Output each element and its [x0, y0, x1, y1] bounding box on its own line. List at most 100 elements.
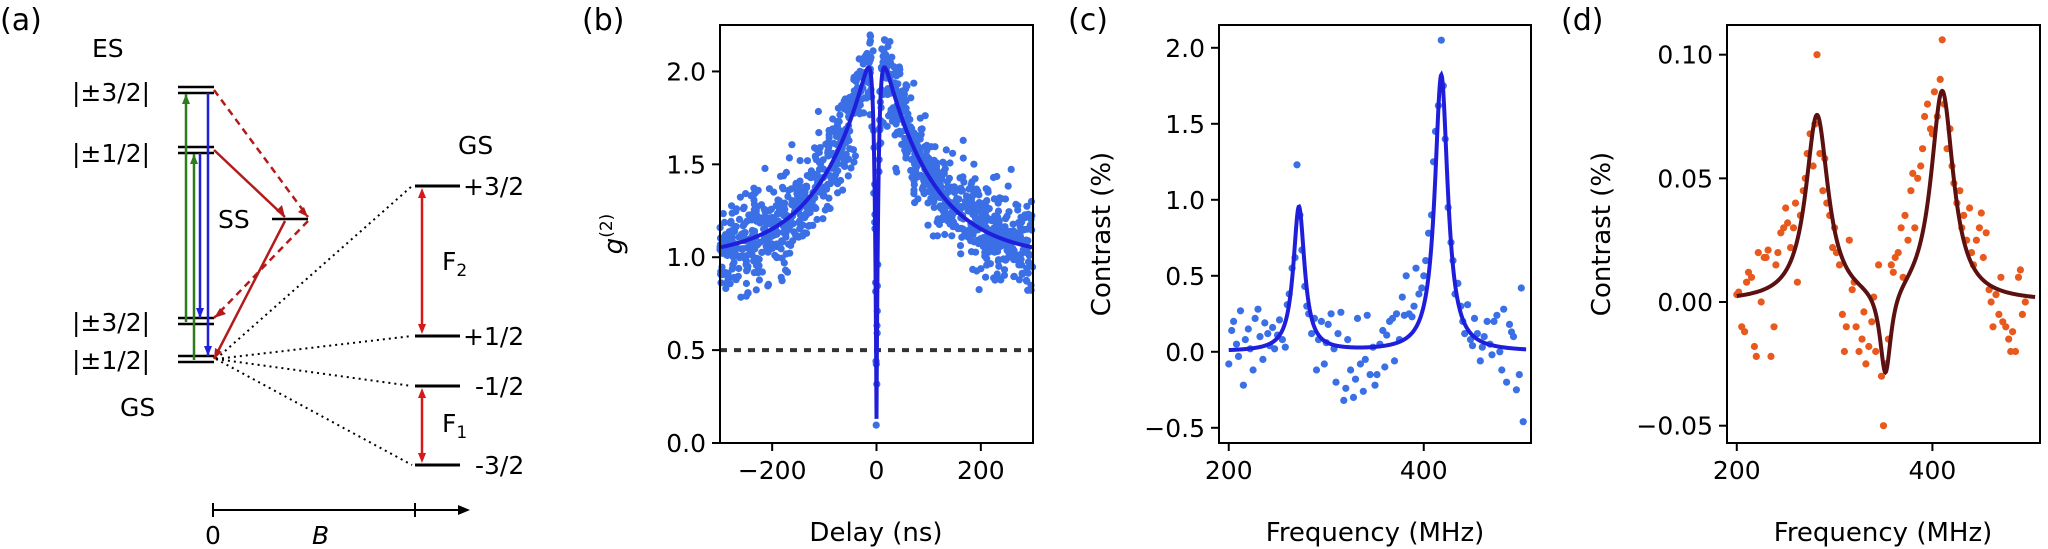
contrast-c-data-point [1490, 317, 1498, 325]
isc-solid-upper [213, 149, 286, 218]
g2-data-point [958, 187, 967, 195]
contrast-d-data-point [1793, 278, 1801, 286]
contrast-d-data-point [1889, 268, 1897, 276]
contrast-c-x-ticks: 200 400 [1205, 443, 1448, 485]
panel-b-label: (b) [582, 3, 624, 38]
f2-label: F2 [442, 247, 467, 281]
zeeman-connector-3 [215, 358, 413, 387]
g2-data-point [819, 215, 827, 223]
contrast-d-data-point [1789, 224, 1798, 232]
contrast-c-data-point [1239, 381, 1247, 389]
g2-data-point [929, 198, 938, 206]
g2-data-point [776, 172, 785, 180]
contrast-d-data-point [1787, 244, 1795, 252]
g2-y-ticks: 0.0 0.5 1.0 1.5 2.0 [666, 57, 720, 458]
g2-data-point [761, 213, 769, 221]
contrast-c-data-point [1468, 342, 1477, 350]
energy-level-diagram: (a) ES |±3/2| |±1/2| SS |±3/2| |±1/2| GS… [0, 3, 524, 549]
contrast-c-data-point [1422, 257, 1430, 265]
g2-data-point [921, 112, 929, 120]
contrast-d-y-ticks: −0.05 0.00 0.05 0.10 [1636, 41, 1727, 441]
panel-c-label: (c) [1068, 3, 1108, 38]
contrast-d-data-point [1982, 229, 1990, 237]
g2-data-point [983, 261, 991, 269]
contrast-c-data-point [1281, 343, 1289, 351]
contrast-c-data-point [1337, 308, 1345, 316]
isc-solid-upper-head [276, 205, 285, 217]
g2-data-point [990, 195, 999, 203]
isc-solid-lower [212, 220, 287, 360]
contrast-c-y-tick-label: −0.5 [1144, 414, 1205, 443]
g2-data-point [894, 80, 902, 88]
contrast-c-data-point [1351, 375, 1360, 383]
g2-data-point [760, 205, 768, 213]
g2-data-point [1017, 225, 1025, 233]
contrast-c-x-tick-label: 400 [1400, 456, 1448, 485]
g2-data-point [869, 47, 877, 55]
gs-right-label: GS [458, 131, 493, 160]
contrast-c-y-tick-label: 1.0 [1165, 186, 1205, 215]
g2-data-point [807, 173, 815, 181]
contrast-c-data-point [1259, 355, 1267, 363]
contrast-d-data-point [1835, 261, 1844, 269]
contrast-d-data-point [1862, 360, 1870, 368]
g2-data-point [736, 193, 745, 201]
g2-data-point [992, 240, 1000, 248]
g2-data-point [993, 270, 1001, 278]
g2-data-point [825, 126, 833, 135]
g2-data-point [862, 51, 870, 59]
g2-data-point [815, 165, 824, 173]
contrast-c-data-point [1312, 366, 1321, 374]
g2-data-point [735, 215, 744, 223]
g2-data-point [805, 221, 813, 230]
g2-data-point [970, 160, 978, 168]
g2-data-point [819, 156, 827, 164]
contrast-c-data-point [1390, 357, 1399, 365]
contrast-d-x-axis-label: Frequency (MHz) [1774, 518, 1993, 548]
g2-data-point [930, 203, 938, 211]
g2-data-point [845, 155, 853, 163]
contrast-c-data-point [1232, 340, 1241, 348]
g2-data-point [997, 276, 1005, 284]
contrast-c-data-point [1437, 36, 1445, 44]
g2-data-point [752, 286, 760, 294]
contrast-c-y-ticks: −0.5 0.0 0.5 1.0 1.5 2.0 [1144, 34, 1219, 443]
g2-data-point [750, 200, 759, 208]
g2-data-point [892, 164, 900, 172]
contrast-d-data-point [2009, 328, 2017, 336]
contrast-c-data-point [1361, 355, 1369, 363]
contrast-c-data-point [1505, 320, 1514, 328]
contrast-d-data-point [1784, 219, 1792, 227]
g2-data-point [961, 197, 969, 205]
b-axis-label: B [312, 521, 329, 549]
g2-data-point [888, 53, 896, 61]
g2-data-point [945, 174, 954, 182]
contrast-d-x-ticks: 200 400 [1713, 443, 1956, 485]
contrast-d-data-point [1917, 162, 1925, 170]
g2-data-point [911, 199, 919, 207]
contrast-c-data-point [1251, 314, 1259, 322]
g2-data-point [984, 188, 992, 196]
g2-data-point [983, 197, 991, 205]
g2-data-point [1024, 210, 1032, 218]
isc-dashed-lower-head [214, 308, 226, 318]
g2-data-point [1024, 286, 1032, 294]
contrast-c-data-point [1512, 386, 1520, 394]
contrast-d-y-tick-label: 0.10 [1657, 41, 1713, 70]
g2-data-point [751, 245, 759, 253]
contrast-d-data-point [1743, 278, 1751, 286]
contrast-d-data-points [1733, 36, 2029, 430]
g2-data-point [1006, 227, 1014, 235]
g2-data-point [967, 248, 976, 256]
contrast-d-data-point [1852, 323, 1860, 331]
g2-data-point [902, 81, 910, 89]
contrast-c-data-point [1278, 336, 1286, 344]
g2-data-point [824, 152, 832, 160]
g2-data-point [765, 185, 774, 193]
contrast-d-data-point [1757, 298, 1765, 306]
g2-data-point [755, 276, 764, 284]
contrast-c-data-point [1488, 351, 1496, 359]
g2-data-point [793, 185, 801, 193]
contrast-d-data-point [1989, 323, 1997, 331]
contrast-d-data-point [1747, 273, 1756, 281]
